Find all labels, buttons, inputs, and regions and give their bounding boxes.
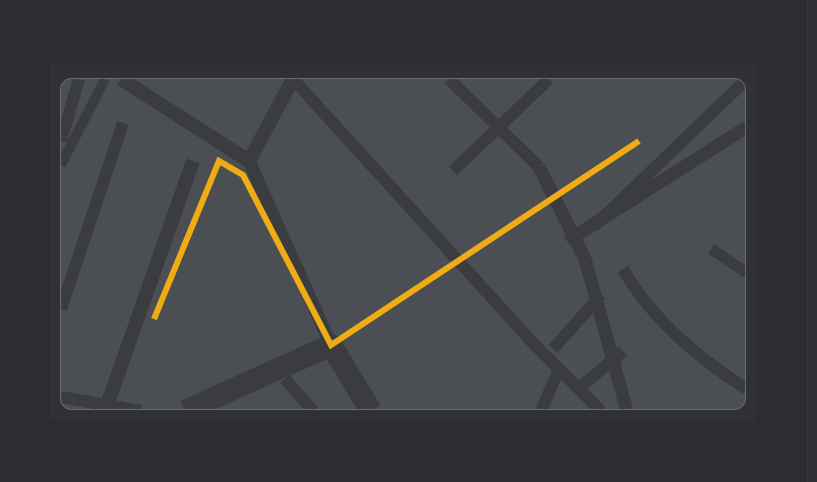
road-southeast-short [579,346,627,390]
road-southeast-spur [548,291,606,353]
map-land [61,79,745,409]
road-southeast-lower [535,366,565,409]
road-east-curve [617,266,745,395]
route-line [151,138,641,350]
road-west-diagonal [61,79,110,168]
map-card[interactable] [60,78,746,410]
road-west-lower [61,121,129,311]
road-west-upper [61,79,85,143]
road-east-upper [588,79,745,232]
road-southwest [98,158,200,409]
road-east-stub [707,244,745,278]
right-edge [807,0,817,482]
road-bottom-left [61,391,143,409]
road-north-spur [448,79,554,176]
road-south-spur [280,375,318,409]
road-central-diagonal [288,79,606,409]
map-canvas [61,79,745,409]
road-north-east [444,79,544,172]
